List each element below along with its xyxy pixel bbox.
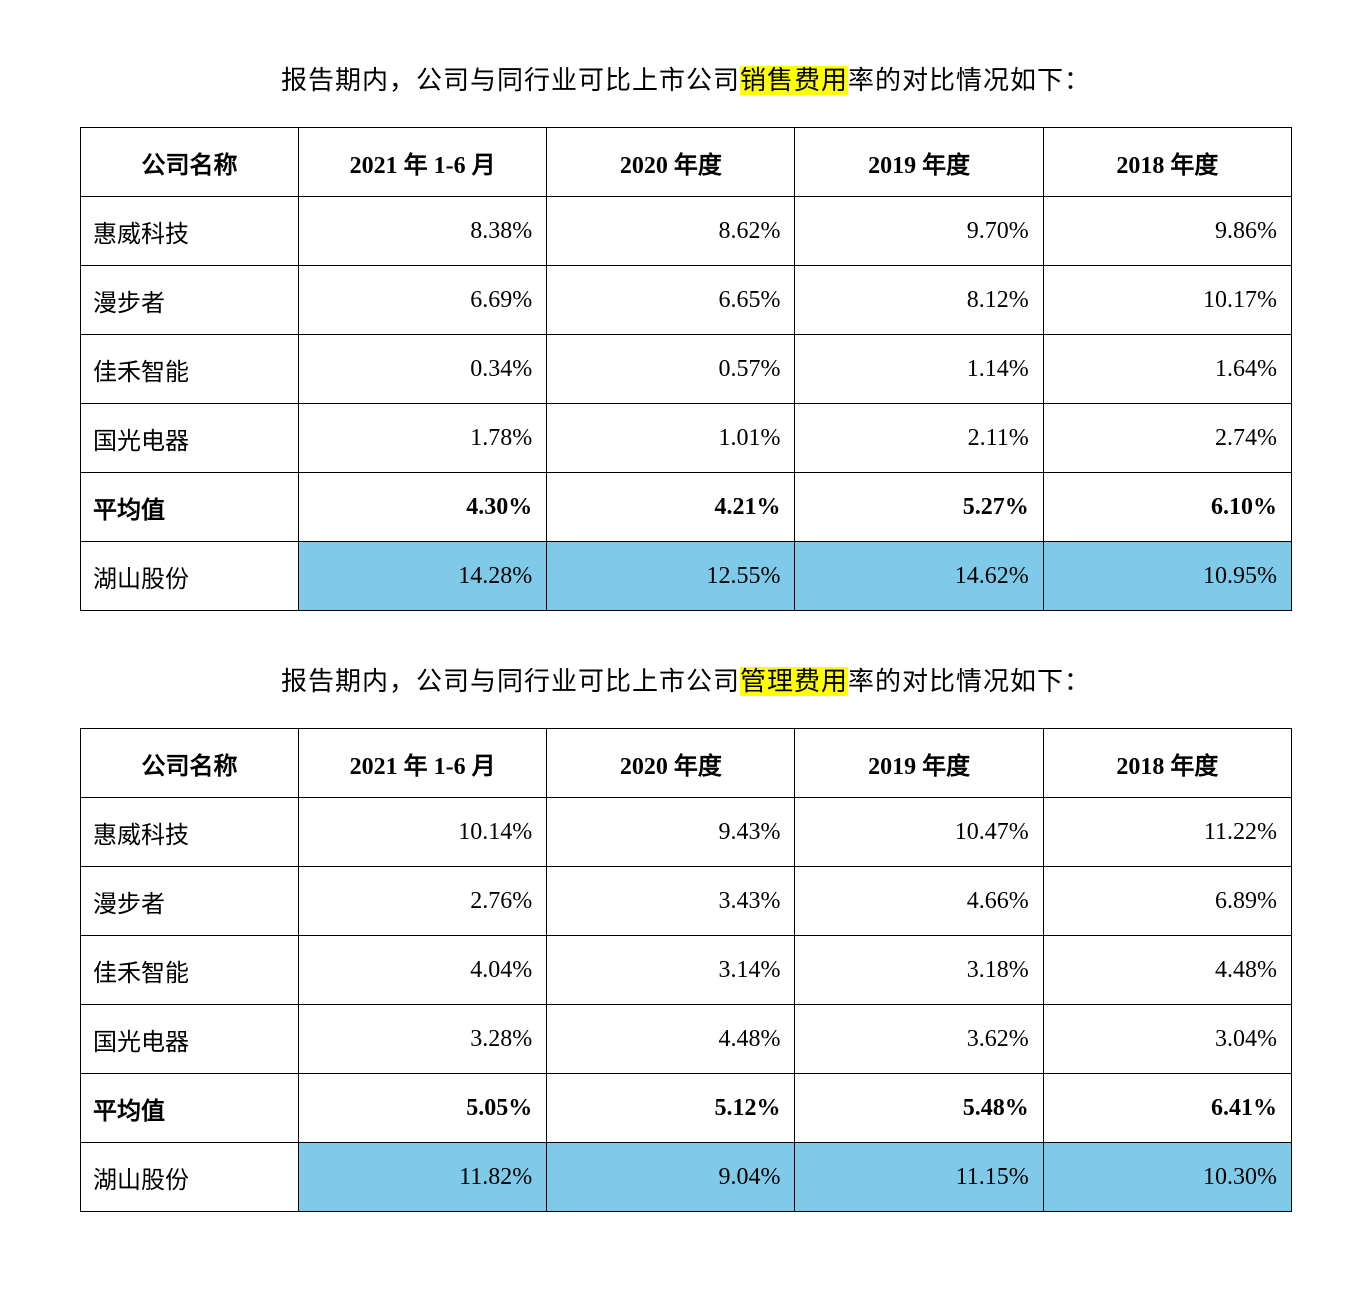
table1-caption: 报告期内，公司与同行业可比上市公司销售费用率的对比情况如下： [80, 60, 1292, 97]
value-cell: 9.86% [1043, 197, 1291, 266]
col-header: 2021 年 1-6 月 [298, 128, 546, 197]
value-cell: 4.48% [1043, 936, 1291, 1005]
table-row: 湖山股份11.82%9.04%11.15%10.30% [81, 1143, 1292, 1212]
value-cell: 10.47% [795, 798, 1043, 867]
value-cell: 8.12% [795, 266, 1043, 335]
value-cell: 6.65% [547, 266, 795, 335]
value-cell: 5.12% [547, 1074, 795, 1143]
value-cell: 4.30% [298, 473, 546, 542]
value-cell: 9.43% [547, 798, 795, 867]
value-cell: 1.78% [298, 404, 546, 473]
value-cell: 8.38% [298, 197, 546, 266]
value-cell: 3.04% [1043, 1005, 1291, 1074]
col-header: 公司名称 [81, 729, 299, 798]
table-row: 惠威科技8.38%8.62%9.70%9.86% [81, 197, 1292, 266]
caption-highlight: 管理费用 [740, 667, 848, 696]
value-cell: 3.14% [547, 936, 795, 1005]
caption-suffix: 率的对比情况如下： [848, 66, 1091, 95]
col-header: 2018 年度 [1043, 128, 1291, 197]
value-cell: 3.62% [795, 1005, 1043, 1074]
table-row: 平均值5.05%5.12%5.48%6.41% [81, 1074, 1292, 1143]
value-cell: 6.10% [1043, 473, 1291, 542]
value-cell: 11.22% [1043, 798, 1291, 867]
col-header: 2020 年度 [547, 729, 795, 798]
caption-prefix: 报告期内，公司与同行业可比上市公司 [281, 66, 740, 95]
value-cell: 2.11% [795, 404, 1043, 473]
table-row: 漫步者6.69%6.65%8.12%10.17% [81, 266, 1292, 335]
company-name-cell: 国光电器 [81, 1005, 299, 1074]
value-cell: 4.21% [547, 473, 795, 542]
caption-highlight: 销售费用 [740, 66, 848, 95]
company-name-cell: 平均值 [81, 473, 299, 542]
value-cell: 10.30% [1043, 1143, 1291, 1212]
caption-prefix: 报告期内，公司与同行业可比上市公司 [281, 667, 740, 696]
table-row: 湖山股份14.28%12.55%14.62%10.95% [81, 542, 1292, 611]
value-cell: 0.57% [547, 335, 795, 404]
col-header: 2019 年度 [795, 729, 1043, 798]
table-header-row: 公司名称 2021 年 1-6 月 2020 年度 2019 年度 2018 年… [81, 128, 1292, 197]
value-cell: 6.41% [1043, 1074, 1291, 1143]
table-row: 国光电器1.78%1.01%2.11%2.74% [81, 404, 1292, 473]
table-row: 平均值4.30%4.21%5.27%6.10% [81, 473, 1292, 542]
value-cell: 6.89% [1043, 867, 1291, 936]
table2-caption: 报告期内，公司与同行业可比上市公司管理费用率的对比情况如下： [80, 661, 1292, 698]
table-header-row: 公司名称 2021 年 1-6 月 2020 年度 2019 年度 2018 年… [81, 729, 1292, 798]
sales-expense-table: 公司名称 2021 年 1-6 月 2020 年度 2019 年度 2018 年… [80, 127, 1292, 611]
col-header: 2021 年 1-6 月 [298, 729, 546, 798]
col-header: 公司名称 [81, 128, 299, 197]
value-cell: 0.34% [298, 335, 546, 404]
value-cell: 5.27% [795, 473, 1043, 542]
table-row: 漫步者2.76%3.43%4.66%6.89% [81, 867, 1292, 936]
value-cell: 5.05% [298, 1074, 546, 1143]
col-header: 2018 年度 [1043, 729, 1291, 798]
value-cell: 1.01% [547, 404, 795, 473]
value-cell: 4.04% [298, 936, 546, 1005]
value-cell: 12.55% [547, 542, 795, 611]
value-cell: 2.74% [1043, 404, 1291, 473]
col-header: 2020 年度 [547, 128, 795, 197]
management-expense-table: 公司名称 2021 年 1-6 月 2020 年度 2019 年度 2018 年… [80, 728, 1292, 1212]
company-name-cell: 佳禾智能 [81, 936, 299, 1005]
value-cell: 5.48% [795, 1074, 1043, 1143]
caption-suffix: 率的对比情况如下： [848, 667, 1091, 696]
company-name-cell: 漫步者 [81, 266, 299, 335]
company-name-cell: 惠威科技 [81, 197, 299, 266]
company-name-cell: 佳禾智能 [81, 335, 299, 404]
value-cell: 4.66% [795, 867, 1043, 936]
value-cell: 10.14% [298, 798, 546, 867]
value-cell: 3.43% [547, 867, 795, 936]
value-cell: 8.62% [547, 197, 795, 266]
table1-body: 惠威科技8.38%8.62%9.70%9.86%漫步者6.69%6.65%8.1… [81, 197, 1292, 611]
value-cell: 11.82% [298, 1143, 546, 1212]
value-cell: 1.64% [1043, 335, 1291, 404]
table-row: 惠威科技10.14%9.43%10.47%11.22% [81, 798, 1292, 867]
value-cell: 2.76% [298, 867, 546, 936]
value-cell: 9.70% [795, 197, 1043, 266]
company-name-cell: 湖山股份 [81, 542, 299, 611]
value-cell: 9.04% [547, 1143, 795, 1212]
company-name-cell: 国光电器 [81, 404, 299, 473]
value-cell: 6.69% [298, 266, 546, 335]
table-row: 佳禾智能4.04%3.14%3.18%4.48% [81, 936, 1292, 1005]
value-cell: 3.28% [298, 1005, 546, 1074]
col-header: 2019 年度 [795, 128, 1043, 197]
company-name-cell: 平均值 [81, 1074, 299, 1143]
table2-body: 惠威科技10.14%9.43%10.47%11.22%漫步者2.76%3.43%… [81, 798, 1292, 1212]
value-cell: 1.14% [795, 335, 1043, 404]
value-cell: 10.17% [1043, 266, 1291, 335]
value-cell: 4.48% [547, 1005, 795, 1074]
value-cell: 10.95% [1043, 542, 1291, 611]
value-cell: 14.28% [298, 542, 546, 611]
company-name-cell: 湖山股份 [81, 1143, 299, 1212]
table-row: 佳禾智能0.34%0.57%1.14%1.64% [81, 335, 1292, 404]
company-name-cell: 漫步者 [81, 867, 299, 936]
table-row: 国光电器3.28%4.48%3.62%3.04% [81, 1005, 1292, 1074]
value-cell: 3.18% [795, 936, 1043, 1005]
company-name-cell: 惠威科技 [81, 798, 299, 867]
value-cell: 14.62% [795, 542, 1043, 611]
value-cell: 11.15% [795, 1143, 1043, 1212]
